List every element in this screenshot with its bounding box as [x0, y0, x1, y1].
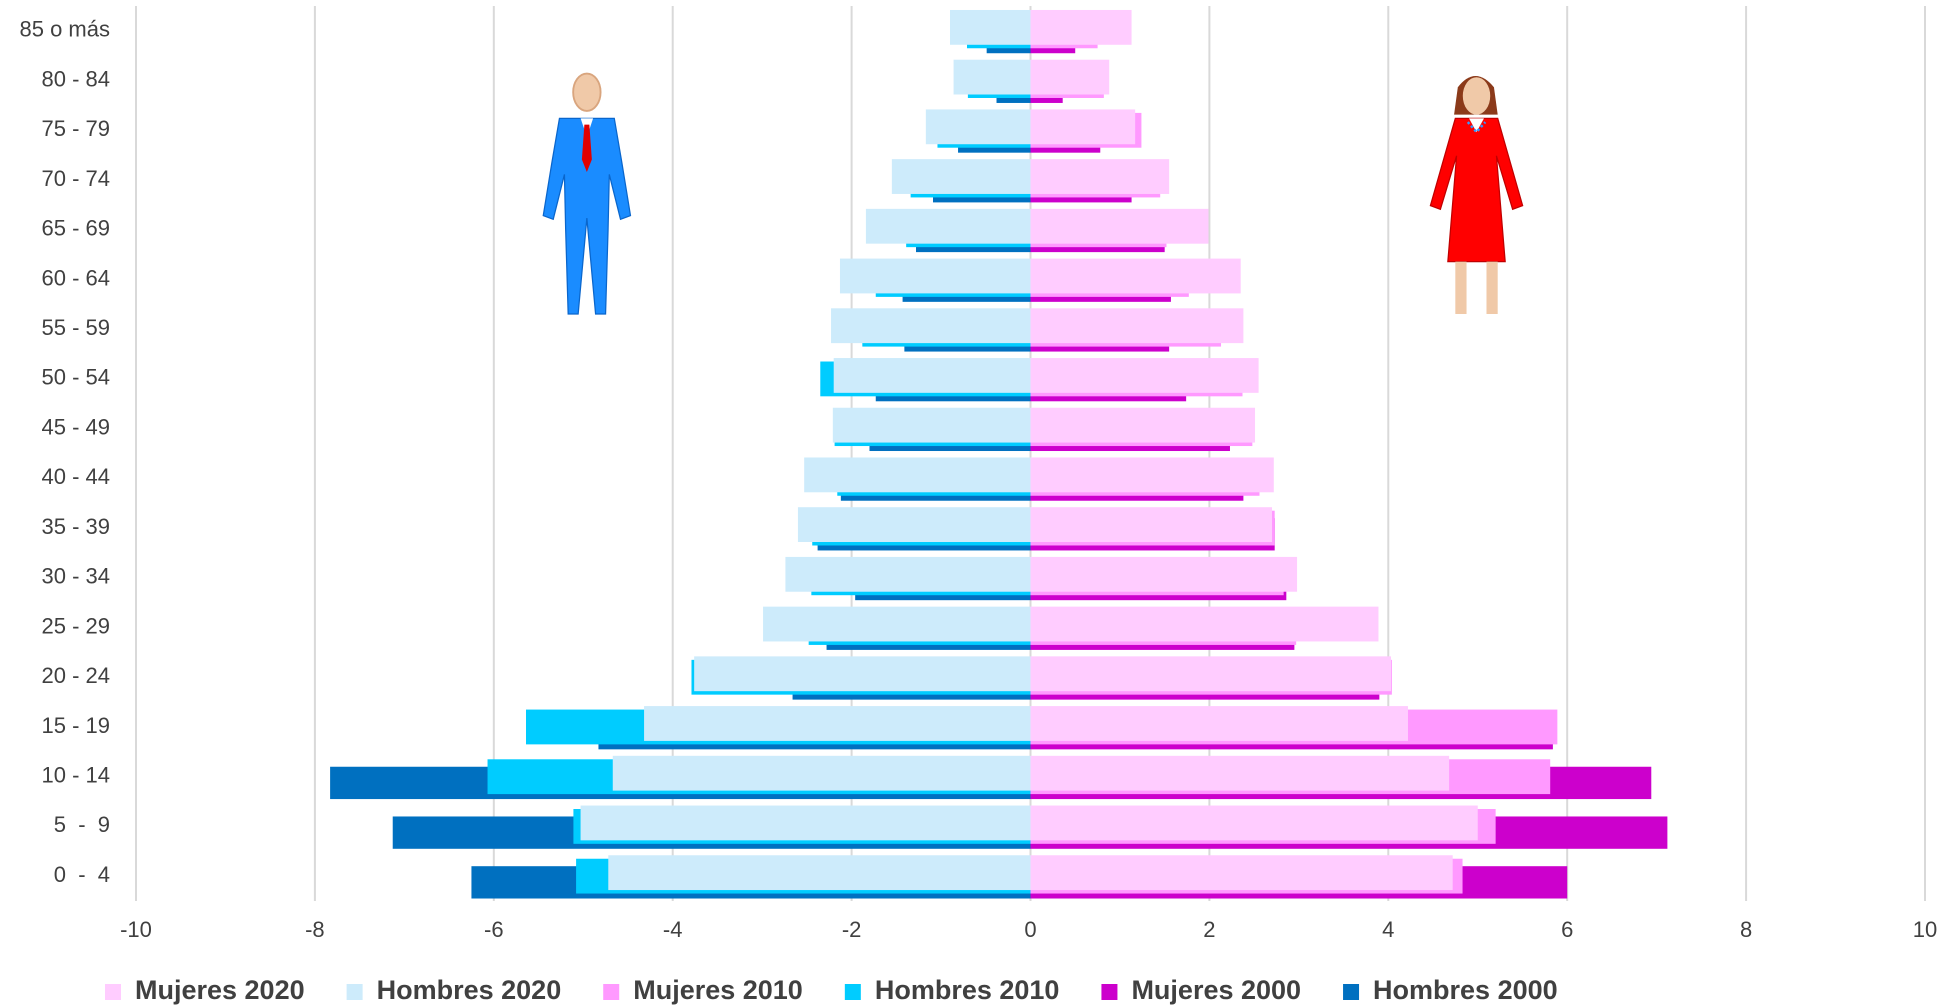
x-tick-label: 0	[1024, 917, 1036, 942]
bar	[949, 9, 1031, 45]
bar	[839, 258, 1031, 294]
y-tick-label: 25 - 29	[42, 613, 111, 638]
bar	[1030, 507, 1273, 543]
legend-marker	[1343, 984, 1360, 1000]
bar	[1030, 805, 1478, 841]
bar	[763, 606, 1031, 642]
bar	[1030, 407, 1256, 443]
bar	[1030, 457, 1274, 493]
bar	[1030, 9, 1132, 45]
bar	[1030, 656, 1391, 692]
legend-label: Mujeres 2000	[1131, 975, 1301, 1005]
y-tick-label: 35 - 39	[42, 514, 111, 539]
legend: Mujeres 2020 Hombres 2020 Mujeres 2010 Homb…	[105, 975, 1558, 1005]
bar	[580, 805, 1031, 841]
legend-marker	[844, 984, 861, 1000]
y-tick-label: 30 - 34	[42, 564, 111, 589]
x-tick-label: 10	[1913, 917, 1937, 942]
y-tick-label: 80 - 84	[42, 66, 111, 91]
bar	[612, 755, 1031, 791]
bar	[1030, 208, 1209, 244]
x-tick-label: 8	[1740, 917, 1752, 942]
grid	[135, 6, 1926, 901]
bar	[644, 706, 1031, 741]
bar	[785, 556, 1031, 592]
bar	[797, 507, 1031, 543]
y-tick-label: 50 - 54	[42, 365, 111, 390]
y-tick-label: 20 - 24	[42, 663, 111, 688]
x-tick-label: -2	[842, 917, 862, 942]
bar	[804, 457, 1031, 493]
bar	[1030, 855, 1453, 891]
bar	[1030, 358, 1259, 393]
x-tick-label: -10	[120, 917, 152, 942]
bar	[865, 208, 1031, 244]
bar	[831, 308, 1031, 344]
y-tick-label: 65 - 69	[42, 216, 111, 241]
man-icon	[542, 72, 632, 315]
y-tick-label: 5 - 9	[54, 812, 110, 837]
y-tick-label: 40 - 44	[42, 464, 111, 489]
legend-label: Hombres 2000	[1373, 975, 1558, 1005]
y-tick-label: 75 - 79	[42, 116, 111, 141]
legend-label: Hombres 2010	[875, 975, 1060, 1005]
bar	[1030, 159, 1170, 194]
legend-marker	[603, 984, 620, 1000]
y-tick-label: 15 - 19	[42, 713, 111, 738]
bar	[891, 159, 1031, 194]
y-tick-label: 0 - 4	[54, 862, 110, 887]
y-tick-label: 10 - 14	[42, 763, 111, 788]
x-tick-label: -4	[663, 917, 683, 942]
bar	[1030, 258, 1241, 294]
x-tick-label: 6	[1561, 917, 1573, 942]
bar	[694, 656, 1031, 692]
legend-label: Mujeres 2010	[633, 975, 803, 1005]
y-tick-label: 85 o más	[20, 17, 111, 42]
bar	[1030, 308, 1244, 344]
bar	[1030, 109, 1136, 145]
bar	[1030, 59, 1110, 95]
bar	[833, 358, 1031, 393]
x-tick-label: -6	[484, 917, 504, 942]
bar	[1030, 706, 1408, 741]
y-tick-label: 55 - 59	[42, 315, 111, 340]
bar	[608, 855, 1031, 891]
bar	[832, 407, 1031, 443]
woman-icon	[1429, 76, 1524, 314]
y-tick-label: 60 - 64	[42, 265, 111, 290]
x-tick-label: 2	[1203, 917, 1215, 942]
y-tick-label: 70 - 74	[42, 166, 111, 191]
x-tick-label: 4	[1382, 917, 1394, 942]
legend-marker	[1101, 984, 1118, 1000]
bar	[1030, 606, 1379, 642]
bar	[953, 59, 1031, 95]
legend-marker	[346, 984, 363, 1000]
y-tick-label: 45 - 49	[42, 414, 111, 439]
legend-label: Hombres 2020	[377, 975, 562, 1005]
bars	[330, 9, 1668, 899]
labels: -10 -8 -6 -4 -2 0 2 4 6 8 10 0 - 4 5 - 9 10 - 14 15 - …	[20, 17, 1938, 942]
bar	[1030, 755, 1450, 791]
bar	[1030, 556, 1298, 592]
x-tick-label: -8	[305, 917, 325, 942]
legend-marker	[105, 984, 121, 1000]
legend-label: Mujeres 2020	[135, 975, 305, 1005]
bar	[925, 109, 1031, 145]
